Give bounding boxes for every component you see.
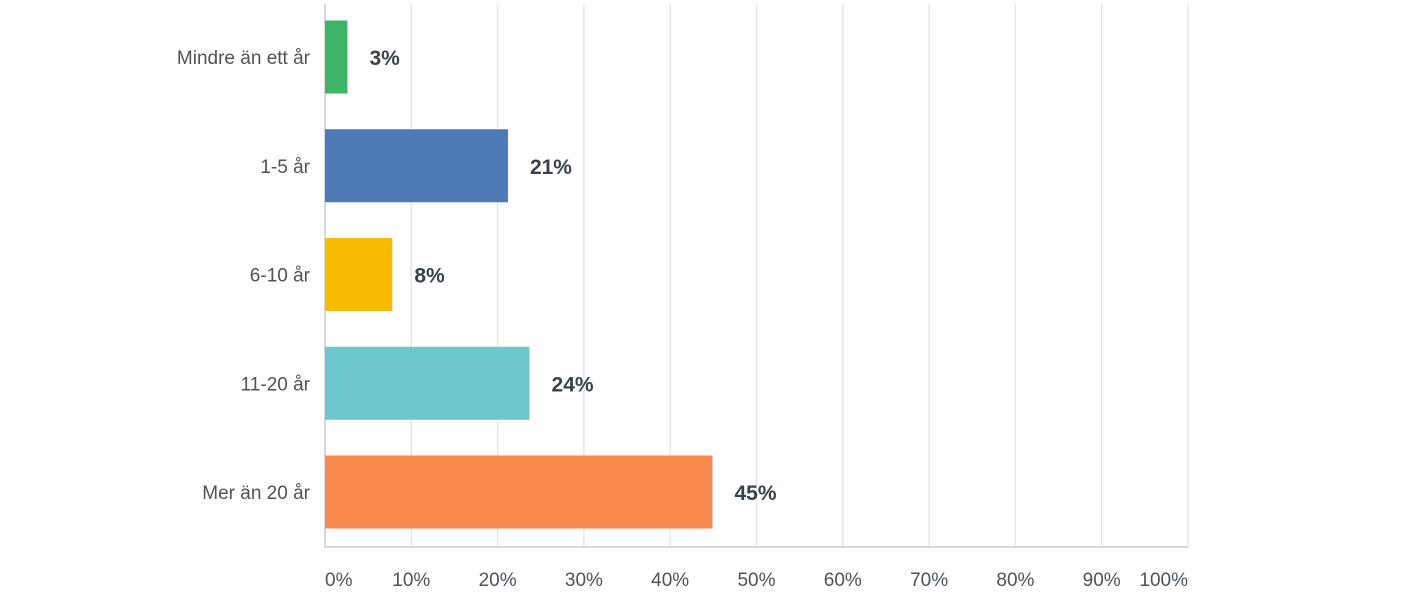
bar	[325, 20, 348, 94]
bars-layer	[325, 20, 713, 529]
x-tick-label: 0%	[325, 570, 353, 591]
x-tick-label: 10%	[392, 570, 430, 591]
bar-value-label: 24%	[552, 373, 594, 396]
bar-value-label: 3%	[369, 47, 400, 70]
x-tick-label: 100%	[1139, 570, 1188, 591]
x-tick-label: 40%	[651, 570, 689, 591]
x-tick-label: 80%	[996, 570, 1034, 591]
bar-value-label: 45%	[734, 482, 776, 505]
bar	[325, 238, 393, 311]
x-tick-label: 50%	[737, 570, 775, 591]
bar	[325, 455, 713, 529]
grid-layer	[324, 4, 1189, 548]
x-tick-label: 60%	[824, 570, 862, 591]
category-label: Mindre än ett år	[177, 48, 311, 69]
bar	[325, 129, 508, 203]
category-label: Mer än 20 år	[202, 483, 310, 504]
category-label: 6-10 år	[250, 266, 311, 287]
bar	[325, 346, 530, 420]
x-tick-label: 90%	[1083, 570, 1121, 591]
bar-value-label: 8%	[414, 265, 445, 288]
bar-value-label: 21%	[530, 156, 572, 179]
x-tick-label: 70%	[910, 570, 948, 591]
category-label: 1-5 år	[260, 157, 310, 178]
labels-layer: 0% 10% 20% 30% 40% 50% 60% 70% 80% 90% 100% 3% Mindr…	[177, 47, 1188, 591]
x-tick-label: 20%	[479, 570, 517, 591]
x-tick-label: 30%	[565, 570, 603, 591]
category-label: 11-20 år	[241, 374, 311, 395]
